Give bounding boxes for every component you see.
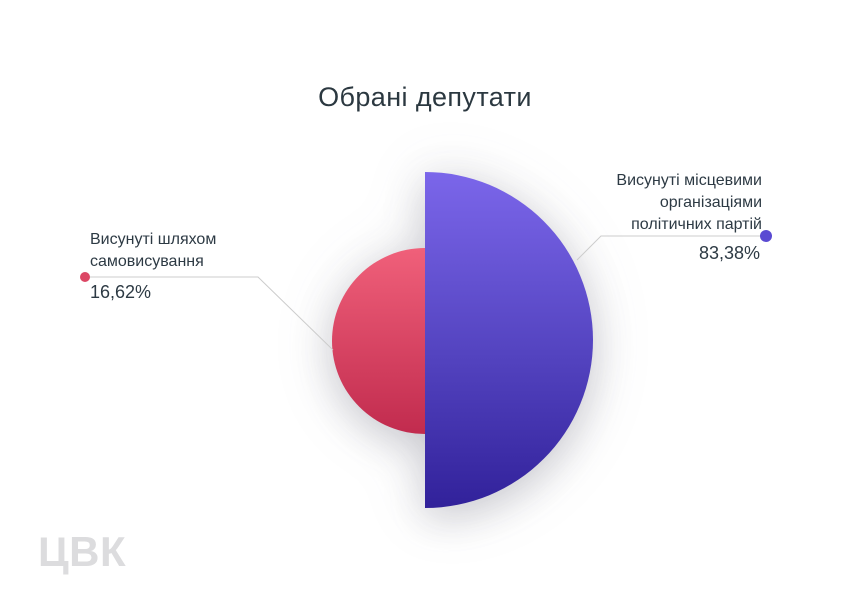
pie-slice-party-nominated xyxy=(425,172,593,508)
leader-line-left xyxy=(85,276,334,351)
callout-label-self-nominated: Висунуті шляхом самовисування xyxy=(90,231,217,270)
chart-title: Обрані депутати xyxy=(318,82,532,112)
leader-dot-right xyxy=(760,230,772,242)
cvk-logo: ЦВК xyxy=(38,528,127,575)
callout-label-party-nominated: Висунуті місцевими організаціями політич… xyxy=(616,172,762,233)
leader-line-right xyxy=(576,235,765,261)
callout-value-self-nominated: 16,62% xyxy=(90,282,152,302)
leader-dot-left xyxy=(80,272,90,282)
callout-value-party-nominated: 83,38% xyxy=(698,243,760,263)
